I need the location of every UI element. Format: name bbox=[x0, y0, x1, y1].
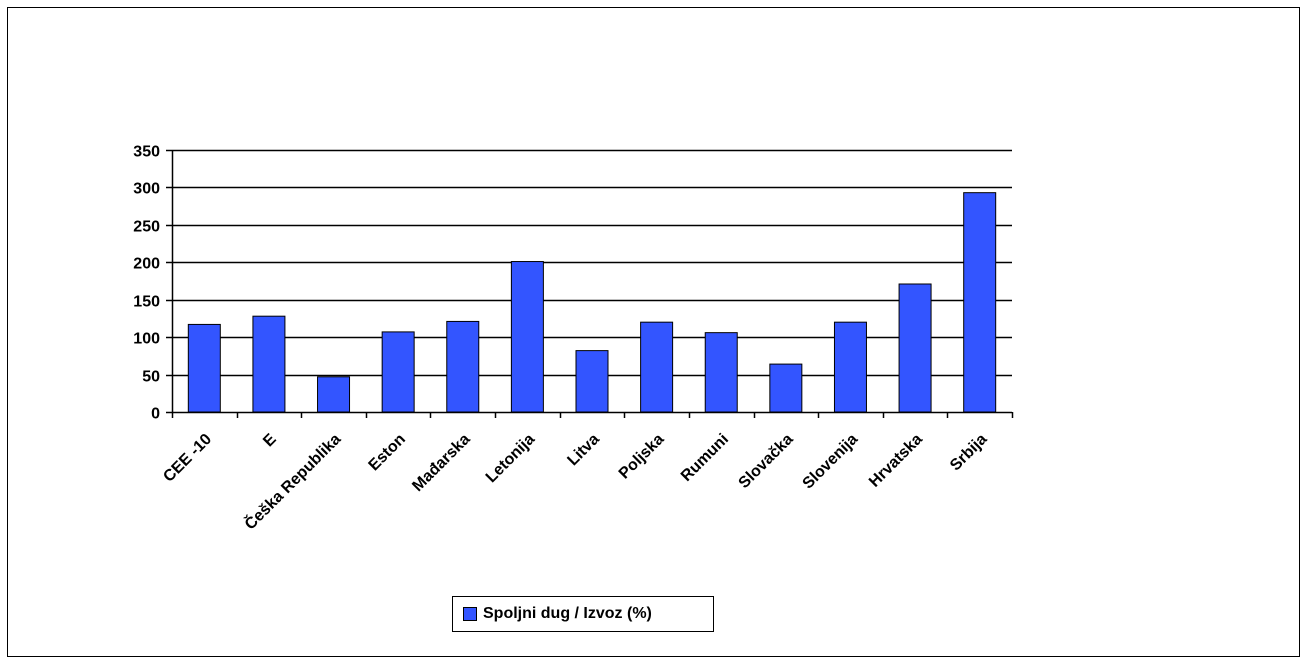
y-tick-label: 300 bbox=[133, 181, 160, 198]
x-tick-label: Rumuni bbox=[678, 431, 732, 485]
x-tick-label: Srbija bbox=[947, 431, 991, 475]
bar bbox=[252, 315, 286, 413]
x-tick-label: Letonija bbox=[483, 431, 538, 486]
legend-label: Spoljni dug / Izvoz (%) bbox=[483, 605, 652, 622]
bar bbox=[575, 350, 609, 413]
bar bbox=[381, 331, 415, 413]
legend-swatch bbox=[463, 607, 477, 621]
bar bbox=[640, 321, 674, 413]
bar bbox=[704, 332, 738, 413]
x-tick-label: Poljska bbox=[616, 431, 668, 483]
x-tick-label: CEE -10 bbox=[160, 431, 215, 486]
bar bbox=[317, 376, 351, 413]
x-tick-label: Češka Republika bbox=[240, 429, 344, 533]
x-tick-label: Hrvatska bbox=[866, 431, 926, 491]
y-tick-label: 150 bbox=[133, 294, 160, 311]
x-tick-label: Mađarska bbox=[409, 431, 473, 495]
x-tick-label: Eston bbox=[366, 431, 409, 474]
x-tick-label: Slovenija bbox=[800, 431, 862, 493]
y-tick-label: 100 bbox=[133, 331, 160, 348]
bar bbox=[446, 320, 480, 413]
y-tick-label: 250 bbox=[133, 219, 160, 236]
y-tick-label: 350 bbox=[133, 144, 160, 161]
legend: Spoljni dug / Izvoz (%) bbox=[452, 596, 714, 632]
bar bbox=[510, 261, 544, 413]
x-tick-label: Litva bbox=[564, 431, 602, 469]
x-tick-label: E bbox=[260, 431, 280, 451]
bar bbox=[833, 321, 867, 413]
y-tick-label: 200 bbox=[133, 256, 160, 273]
x-tick-label: Slovačka bbox=[736, 431, 797, 492]
y-tick-label: 0 bbox=[151, 406, 160, 423]
bar bbox=[769, 363, 803, 413]
bar bbox=[898, 283, 932, 413]
bar bbox=[963, 192, 997, 413]
y-tick-label: 50 bbox=[142, 369, 160, 386]
bar bbox=[187, 323, 221, 413]
